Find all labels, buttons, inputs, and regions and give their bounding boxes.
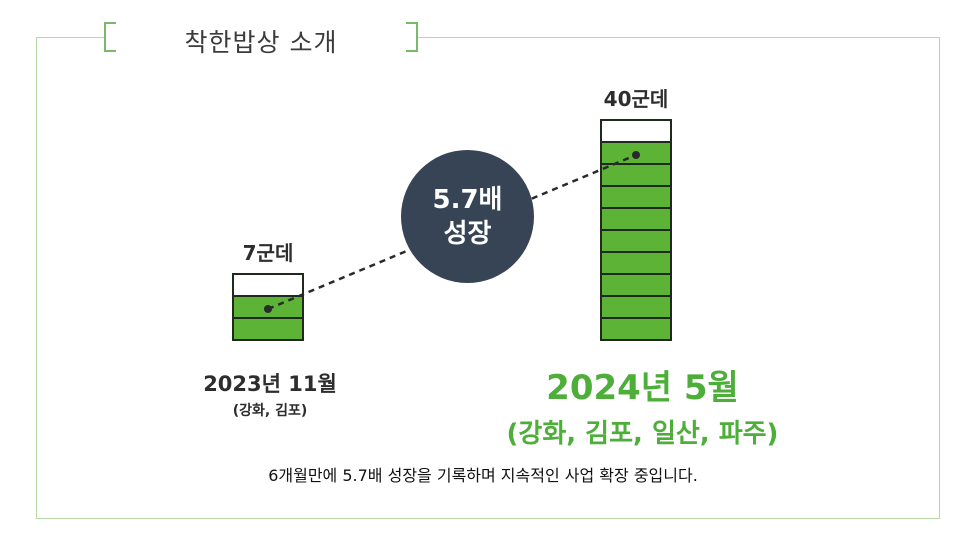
period-start-regions: (강화, 김포) (232, 403, 308, 419)
bar-segment-filled (600, 207, 672, 231)
bar-segment-filled (600, 317, 672, 341)
trend-point (264, 305, 272, 313)
trend-point (632, 151, 640, 159)
title-bracket-left (104, 22, 116, 52)
footnote: 6개월만에 5.7배 성장을 기록하며 지속적인 사업 확장 중입니다. (268, 466, 698, 485)
bar-segment-filled (600, 251, 672, 275)
bar-segment-filled (600, 163, 672, 187)
period-start-date: 2023년 11월 (203, 372, 337, 396)
growth-caption: 성장 (443, 218, 492, 249)
bar-segment-empty (232, 273, 304, 297)
bar-value-label: 40군데 (604, 87, 669, 111)
period-start: 2023년 11월 (강화, 김포) (180, 368, 360, 420)
period-end-regions: (강화, 김포, 일산, 파주) (506, 419, 779, 449)
bar-segment-filled (232, 317, 304, 341)
bar-segment-filled (600, 295, 672, 319)
title-box: 착한밥상 소개 (104, 22, 418, 57)
bar-segment-filled (600, 273, 672, 297)
growth-multiplier: 5.7배 (432, 184, 503, 215)
bar-segment-filled (600, 229, 672, 253)
page-title: 착한밥상 소개 (184, 28, 338, 57)
content-frame (36, 37, 940, 519)
bar-segment-filled (600, 185, 672, 209)
title-bracket-right (406, 22, 418, 52)
bar-segment-empty (600, 119, 672, 143)
period-end: 2024년 5월 (강화, 김포, 일산, 파주) (470, 360, 815, 450)
period-end-date: 2024년 5월 (546, 368, 739, 408)
growth-badge: 5.7배 성장 (401, 150, 534, 283)
bar-value-label: 7군데 (243, 241, 294, 265)
